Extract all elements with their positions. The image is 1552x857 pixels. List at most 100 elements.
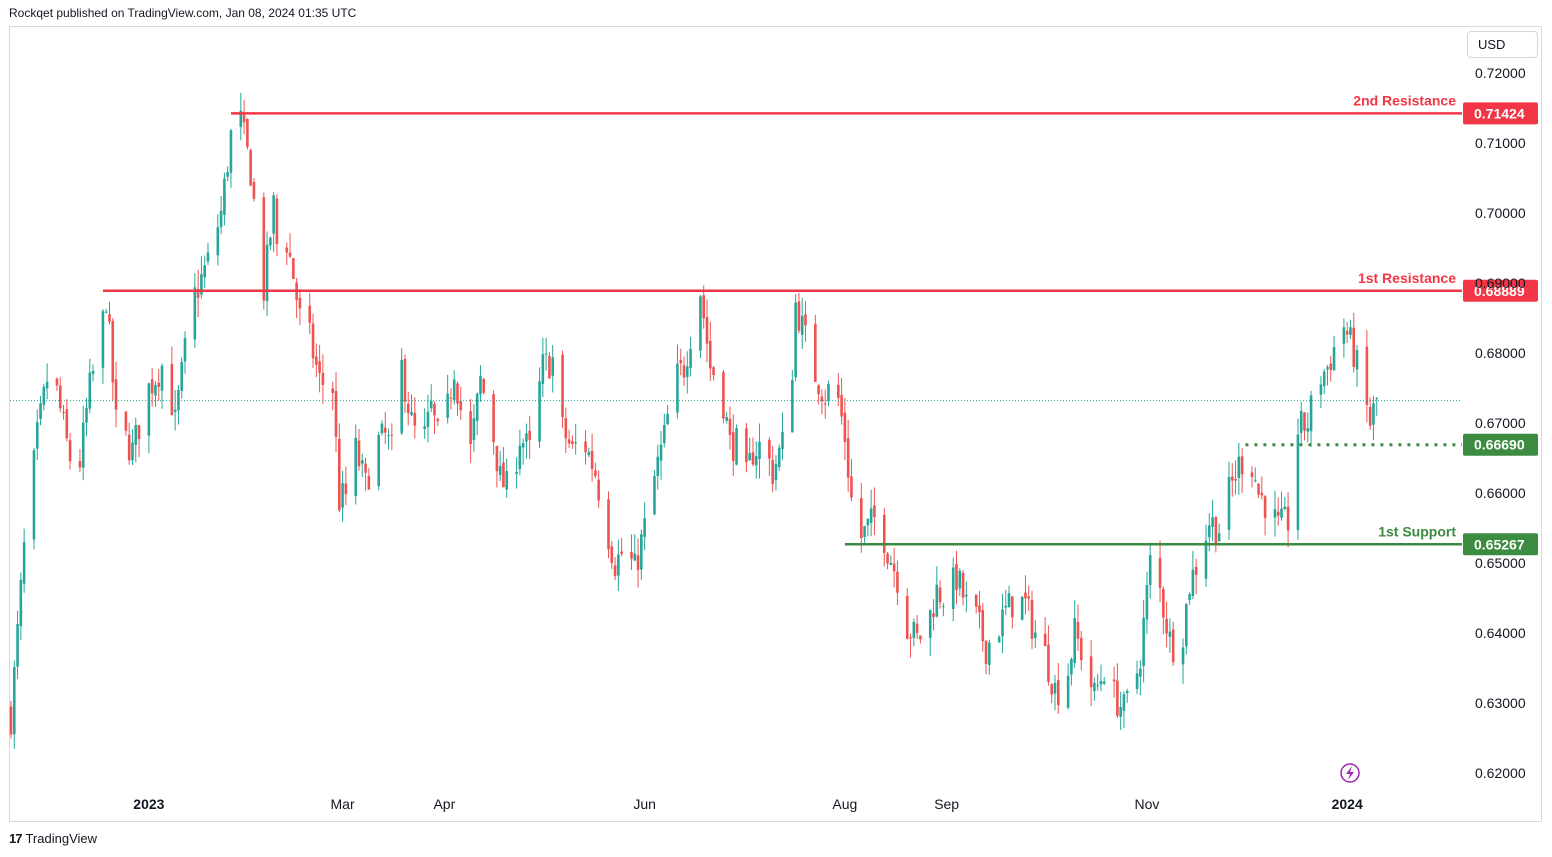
candle <box>1349 319 1352 340</box>
candle <box>1125 688 1129 704</box>
candle <box>538 367 541 448</box>
candle <box>712 366 715 381</box>
candle <box>1355 345 1359 387</box>
candle <box>55 377 59 391</box>
candle <box>1368 397 1372 430</box>
candle <box>1296 418 1300 540</box>
candle <box>1250 466 1254 488</box>
candle <box>459 386 463 421</box>
candle <box>1076 604 1080 651</box>
candle <box>731 414 735 477</box>
candle <box>364 457 367 491</box>
level-0: 2nd Resistance 0.71424 <box>230 92 1538 125</box>
candle <box>193 273 197 348</box>
candle <box>1122 691 1126 728</box>
candle <box>915 615 919 640</box>
tradingview-logo[interactable]: 17 TradingView <box>9 831 97 846</box>
candle <box>249 148 252 186</box>
candle <box>380 420 384 436</box>
candle <box>318 344 321 393</box>
candle <box>728 406 732 450</box>
candle <box>1047 625 1050 686</box>
currency-button[interactable]: USD <box>1467 31 1538 58</box>
candle <box>423 408 426 439</box>
candle <box>269 236 272 250</box>
candle <box>1309 390 1313 447</box>
candle <box>1066 663 1070 710</box>
candle <box>978 590 981 629</box>
candle <box>689 336 692 377</box>
candle <box>456 381 459 416</box>
x-tick-label-3: Jun <box>633 796 656 812</box>
candle <box>35 409 39 460</box>
x-tick-label-5: Sep <box>934 796 959 812</box>
candle <box>160 363 164 409</box>
candle <box>521 438 525 465</box>
candle <box>663 413 666 448</box>
candle <box>1020 596 1024 621</box>
candle <box>292 258 295 280</box>
candle <box>85 397 88 437</box>
candle <box>1050 683 1054 704</box>
candle <box>341 470 344 522</box>
candle <box>846 419 850 492</box>
candle <box>748 437 751 461</box>
tradingview-brand: TradingView <box>25 831 98 846</box>
level-price-badge <box>1463 102 1538 125</box>
candle <box>768 436 771 476</box>
candle <box>42 383 46 411</box>
candle <box>633 534 637 562</box>
candle <box>866 518 870 537</box>
candle <box>1073 600 1076 668</box>
candle <box>1024 575 1027 615</box>
candle <box>932 599 935 631</box>
candle <box>344 466 348 506</box>
candle <box>173 390 177 431</box>
candle <box>1303 411 1306 441</box>
candle <box>383 411 387 445</box>
candle <box>525 423 528 459</box>
event-lightning-icon[interactable] <box>1340 763 1360 783</box>
candle <box>873 487 876 535</box>
candle <box>777 444 781 471</box>
level-label: 2nd Resistance <box>1353 92 1456 108</box>
candle <box>587 447 591 458</box>
candle <box>81 405 85 481</box>
candle <box>1234 460 1237 495</box>
candle <box>16 610 19 680</box>
candle <box>800 297 804 349</box>
candle <box>699 294 702 358</box>
candle <box>820 389 824 415</box>
candle <box>242 99 246 135</box>
candle <box>817 384 820 405</box>
candle <box>58 377 62 413</box>
candle <box>321 354 325 405</box>
candle <box>791 370 794 433</box>
y-tick-label-6: 0.66000 <box>1475 485 1526 501</box>
y-tick-label-5: 0.67000 <box>1475 415 1526 431</box>
candle <box>928 609 932 657</box>
candle <box>1345 321 1349 344</box>
level-price-badge <box>1463 433 1538 456</box>
candle <box>475 392 479 436</box>
candle <box>357 428 361 471</box>
candle <box>377 431 380 491</box>
candle <box>1273 490 1277 537</box>
candle <box>679 348 683 376</box>
candle <box>252 178 256 202</box>
candle <box>311 313 315 369</box>
candle <box>653 470 656 516</box>
x-tick-label-0: 2023 <box>133 796 164 812</box>
candle <box>45 363 49 400</box>
candle <box>495 445 499 488</box>
candle <box>997 635 1001 643</box>
candle <box>705 299 709 363</box>
candle <box>134 417 138 463</box>
y-tick-label-10: 0.62000 <box>1475 765 1526 781</box>
candle <box>114 361 118 428</box>
candle <box>1276 497 1280 526</box>
level-label: 1st Resistance <box>1358 270 1456 286</box>
candle <box>708 321 712 382</box>
candle <box>564 407 568 454</box>
